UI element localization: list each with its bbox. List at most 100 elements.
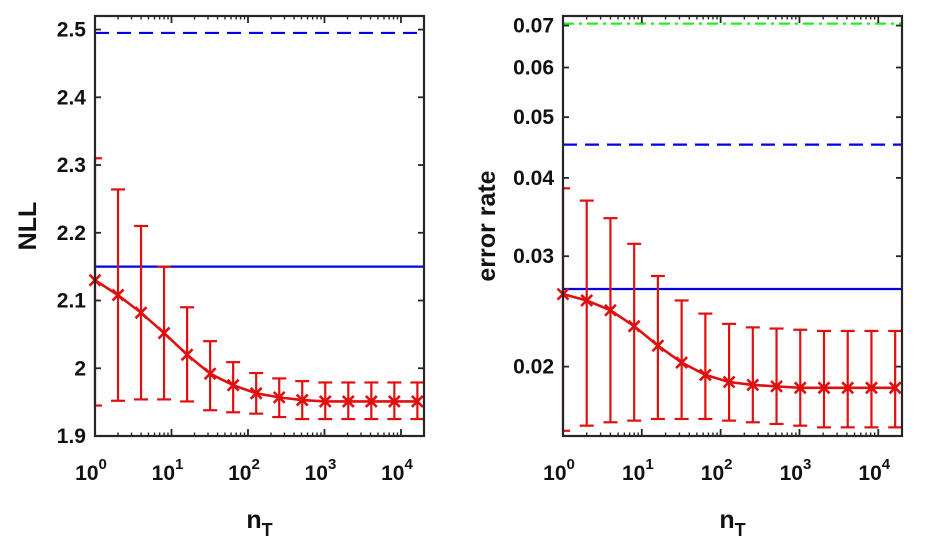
nll-xtick-label: 101	[152, 456, 184, 485]
err-marker-stroke	[888, 381, 902, 395]
nll-data-point	[249, 386, 263, 400]
err-data-point	[817, 381, 831, 395]
nll-xlabel: nT	[246, 506, 272, 540]
nll-data-point	[272, 390, 286, 404]
nll-marker-stroke	[272, 390, 286, 404]
err-data-point	[888, 381, 902, 395]
err-data-point	[651, 339, 665, 353]
nll-marker-stroke	[410, 395, 424, 408]
nll-ytick-label: 2	[74, 357, 86, 380]
nll-xtick-exponent: 3	[328, 456, 336, 473]
nll-marker-stroke	[134, 306, 148, 320]
err-data-point	[627, 319, 641, 333]
err-marker-stroke	[722, 375, 736, 389]
err-xtick-exponent: 1	[645, 456, 653, 473]
err-ytick-label: 0.02	[513, 356, 554, 379]
nll-series-sampled	[88, 157, 424, 421]
nll-ytick-label: 2.1	[57, 290, 87, 313]
nll-marker-stroke	[157, 326, 171, 340]
err-xtick-label: 100	[543, 456, 575, 485]
nll-marker-stroke	[226, 378, 240, 392]
nll-data-point	[157, 326, 171, 340]
nll-data-point	[203, 367, 217, 381]
nll-data-point	[318, 395, 332, 408]
nll-xtick-label: 100	[75, 456, 107, 485]
nll-marker-stroke	[295, 393, 309, 407]
err-axes-box	[561, 14, 904, 438]
nll-data-point	[295, 393, 309, 407]
nll-xtick-exponent: 4	[404, 456, 413, 473]
nll-xtick-exponent: 2	[251, 456, 259, 473]
err-marker-stroke	[627, 319, 641, 333]
nll-xtick-exponent: 0	[99, 456, 107, 473]
err-ylabel: error rate	[473, 170, 501, 281]
err-series-sampled	[556, 187, 902, 432]
nll-marker-stroke	[111, 288, 125, 302]
err-ytick-label: 0.05	[513, 106, 554, 129]
nll-data-point	[341, 395, 355, 408]
err-ytick-label: 0.07	[513, 15, 554, 38]
err-marker-stroke	[770, 379, 783, 393]
err-xtick-label: 104	[858, 456, 890, 485]
err-marker-stroke	[865, 381, 878, 395]
err-data-point	[770, 379, 783, 393]
nll-marker-stroke	[203, 367, 217, 381]
nll-marker-stroke	[364, 395, 378, 408]
err-marker-stroke	[651, 339, 665, 353]
nll-xtick-label: 102	[228, 456, 260, 485]
err-ytick-label: 0.04	[513, 167, 554, 190]
nll-ylabel: NLL	[14, 202, 42, 251]
err-data-point	[746, 378, 760, 392]
nll-data-point	[226, 378, 240, 392]
err-data-point	[793, 381, 807, 395]
nll-marker-stroke	[249, 386, 263, 400]
err-marker-stroke	[817, 381, 831, 395]
err-data-point	[841, 381, 855, 395]
err-xlabel: nT	[719, 506, 745, 540]
nll-ytick-label: 2.4	[57, 86, 87, 109]
nll-ytick-label: 2.5	[57, 19, 87, 42]
nll-data-point	[364, 395, 378, 408]
err-data-point	[865, 381, 878, 395]
nll-xlabel-subscript: T	[262, 520, 273, 540]
nll-data-point	[111, 288, 125, 302]
err-ytick-label: 0.03	[513, 245, 554, 268]
nll-ytick-label: 1.9	[57, 425, 86, 448]
err-marker-stroke	[746, 378, 760, 392]
nll-marker-stroke	[180, 348, 194, 362]
err-marker-stroke	[698, 368, 712, 382]
err-xtick-label: 101	[622, 456, 654, 485]
err-data-point	[722, 375, 736, 389]
nll-marker-stroke	[387, 395, 401, 408]
err-xtick-exponent: 0	[567, 456, 575, 473]
err-marker-stroke	[604, 303, 617, 317]
nll-xtick-label: 104	[381, 456, 413, 485]
nll-data-point	[410, 395, 424, 408]
nll-marker-stroke	[318, 395, 332, 408]
nll-data-point	[387, 395, 401, 408]
nll-ytick-label: 2.2	[57, 222, 86, 245]
nll-xtick-exponent: 1	[175, 456, 183, 473]
err-ytick-label: 0.06	[513, 57, 554, 80]
nll-data-point	[180, 348, 194, 362]
err-xtick-label: 102	[701, 456, 733, 485]
nll-data-point	[134, 306, 148, 320]
nll-ytick-label: 2.3	[57, 154, 86, 177]
err-marker-stroke	[580, 294, 594, 307]
err-data-point	[580, 294, 594, 307]
err-data-point	[675, 356, 689, 369]
err-marker-stroke	[793, 381, 807, 395]
err-marker-stroke	[675, 356, 689, 369]
err-xtick-exponent: 4	[882, 456, 891, 473]
err-marker-stroke	[841, 381, 855, 395]
nll-marker-stroke	[341, 395, 355, 408]
err-xtick-exponent: 2	[724, 456, 732, 473]
nll-xtick-label: 103	[305, 456, 337, 485]
err-xtick-label: 103	[780, 456, 812, 485]
nll-axes-box	[93, 14, 426, 438]
err-xtick-exponent: 3	[803, 456, 811, 473]
err-data-point	[698, 368, 712, 382]
